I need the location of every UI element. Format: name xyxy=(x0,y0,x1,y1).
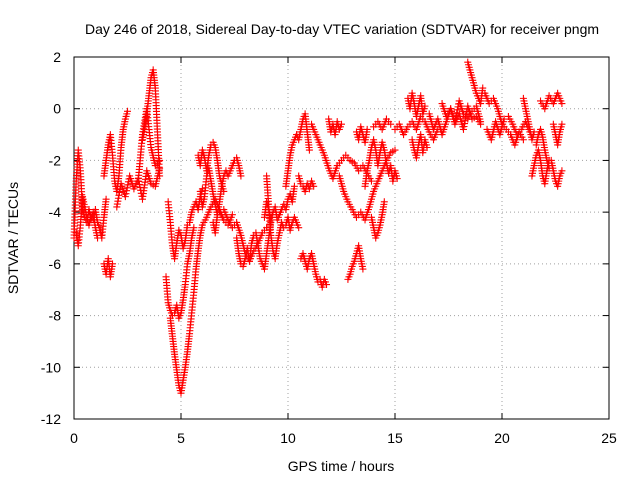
chart-title: Day 246 of 2018, Sidereal Day-to-day VTE… xyxy=(85,21,599,37)
data-point-marker xyxy=(228,211,236,219)
data-point-marker xyxy=(452,115,460,123)
x-tick-label: 5 xyxy=(177,430,185,446)
series-pass-20 xyxy=(297,250,331,291)
y-tick-label: 2 xyxy=(53,49,61,65)
data-points xyxy=(70,58,566,397)
series-pass-34 xyxy=(438,97,485,126)
x-tick-label: 15 xyxy=(387,430,403,446)
x-axis-label: GPS time / hours xyxy=(288,458,395,474)
series-pass-09 xyxy=(162,224,198,322)
data-point-marker xyxy=(338,120,345,128)
data-point-marker xyxy=(135,180,143,188)
series-pass-36 xyxy=(483,115,508,144)
series-pass-21 xyxy=(308,120,375,185)
y-tick-label: -10 xyxy=(41,359,61,375)
y-tick-label: -4 xyxy=(49,204,62,220)
series-pass-28 xyxy=(370,115,395,133)
series-pass-31 xyxy=(404,89,429,120)
data-point-marker xyxy=(124,181,132,189)
data-point-marker xyxy=(452,112,460,120)
x-tick-label: 10 xyxy=(280,430,296,446)
data-point-marker xyxy=(190,224,198,232)
x-tick-label: 0 xyxy=(70,430,78,446)
y-tick-label: -6 xyxy=(49,256,62,272)
data-point-marker xyxy=(558,120,566,128)
series-pass-40 xyxy=(532,125,553,172)
series-pass-02 xyxy=(72,193,110,250)
y-axis-label: SDTVAR / TECUs xyxy=(5,182,21,294)
data-point-marker xyxy=(558,100,566,108)
data-point-marker xyxy=(453,109,461,117)
series-pass-13 xyxy=(209,154,245,237)
series-pass-41 xyxy=(537,89,566,113)
series-pass-07 xyxy=(134,105,164,185)
data-point-marker xyxy=(421,102,429,110)
data-point-marker xyxy=(122,190,130,198)
data-point-marker xyxy=(380,198,388,206)
data-point-marker xyxy=(323,281,331,289)
series-pass-24 xyxy=(344,242,367,283)
series-pass-18 xyxy=(282,110,313,190)
data-point-marker xyxy=(423,144,431,151)
x-tick-label: 20 xyxy=(494,430,510,446)
data-point-marker xyxy=(359,265,367,273)
series-pass-38 xyxy=(519,94,538,144)
data-point-marker xyxy=(387,120,395,128)
series-pass-10 xyxy=(166,195,228,397)
data-point-marker xyxy=(109,260,117,268)
data-point-marker xyxy=(156,172,164,180)
series-pass-33 xyxy=(464,58,487,108)
data-point-marker xyxy=(479,84,487,92)
tick-layer: 0 5 10 15 20 25 -12 -10 -8 -6 -4 -2 0 2 xyxy=(41,49,617,446)
data-point-marker xyxy=(102,195,110,203)
data-point-marker xyxy=(453,106,461,114)
y-tick-label: -8 xyxy=(49,308,62,324)
data-point-marker xyxy=(558,167,566,175)
data-point-marker xyxy=(295,224,303,232)
series-pass-25 xyxy=(352,123,371,146)
series-pass-42 xyxy=(549,120,566,149)
series-pass-30 xyxy=(408,131,431,162)
data-point-marker xyxy=(123,187,131,195)
data-point-marker xyxy=(290,182,298,190)
data-point-marker xyxy=(393,175,401,183)
data-point-marker xyxy=(451,118,459,126)
data-point-marker xyxy=(237,172,245,180)
data-point-marker xyxy=(363,125,371,133)
y-tick-label: 0 xyxy=(53,101,61,117)
series-pass-22 xyxy=(325,115,345,139)
data-point-marker xyxy=(156,156,164,164)
data-point-marker xyxy=(391,146,399,154)
y-tick-label: -12 xyxy=(41,411,61,427)
data-point-marker xyxy=(124,107,131,115)
data-point-marker xyxy=(477,118,485,126)
series-pass-05 xyxy=(113,164,164,211)
series-pass-04 xyxy=(100,255,117,281)
data-point-marker xyxy=(123,184,131,192)
series-pass-17 xyxy=(263,172,303,263)
series-pass-08 xyxy=(164,185,206,263)
data-point-marker xyxy=(519,136,527,144)
series-pass-43 xyxy=(547,156,566,190)
data-point-marker xyxy=(305,146,313,154)
series-pass-26 xyxy=(361,136,401,190)
x-tick-label: 25 xyxy=(601,430,617,446)
data-point-marker xyxy=(121,193,129,201)
data-point-marker xyxy=(310,182,318,190)
y-tick-label: -2 xyxy=(49,152,62,168)
series-pass-27 xyxy=(367,198,388,242)
series-pass-19 xyxy=(295,172,318,195)
